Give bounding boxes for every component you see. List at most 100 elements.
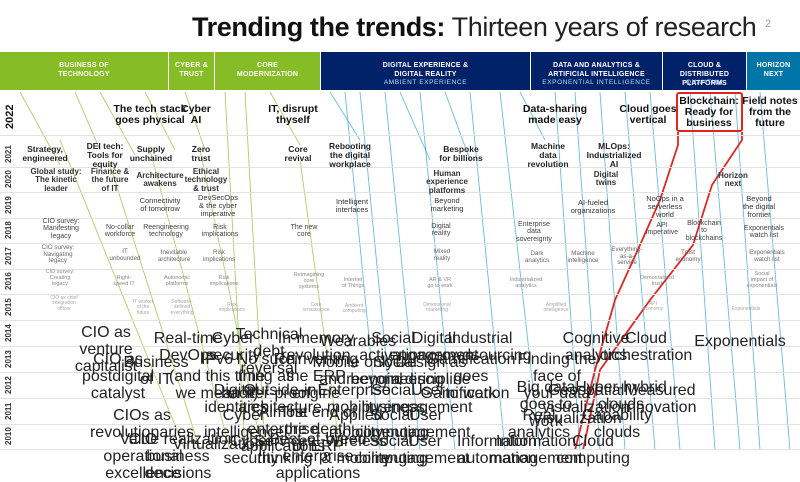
trend-label: CIO survey: Creating legacy (45, 269, 75, 287)
trend-label: Digital identities (204, 382, 268, 416)
trend-line-blue (734, 91, 761, 450)
trend-label: Machine data revolution (527, 141, 569, 169)
trend-label: IT worker of the future (132, 299, 154, 316)
year-label-2018: 2018 (4, 221, 13, 239)
trend-label: Industrialized analytics (509, 277, 543, 289)
page-number: 2 (765, 18, 772, 30)
trend-label: Social reengineering (346, 354, 444, 388)
row-divider (0, 398, 800, 399)
trend-label: Risk implications (201, 224, 239, 239)
trend-label: Social impact of exponentials (746, 271, 778, 289)
trend-label: Social activation (359, 330, 427, 364)
trend-label: Cloud computing (556, 433, 630, 467)
trend-label: Wearables (319, 333, 397, 350)
band-core: CORE MODERNIZATION (214, 52, 320, 90)
trend-label: Core renaissance (302, 302, 330, 314)
trend-line-blue (444, 91, 471, 161)
trend-line-green (184, 91, 206, 151)
row-divider (0, 320, 800, 321)
trend-label: Software-defined everything (170, 299, 194, 316)
trend-label: Zero trust (191, 144, 211, 163)
trend-label: Supply unchained (129, 144, 173, 163)
trend-line-blue (689, 91, 716, 450)
trend-line-blue (384, 91, 421, 450)
band-sub-dx: AMBIENT EXPERIENCE (383, 79, 468, 86)
row-divider (0, 167, 800, 168)
trend-label: AI-fueled organizations (570, 198, 616, 215)
row-divider (0, 269, 800, 270)
trend-label: Enterprise data sovereignty (516, 221, 552, 243)
trend-label: Real-time DevOps (153, 330, 223, 364)
row-divider (0, 372, 800, 373)
trend-label: IT unbounded (109, 248, 141, 262)
trend-label: Rebooting the digital workplace (328, 141, 372, 169)
trend-line-blue (759, 91, 791, 450)
year-label-2021: 2021 (4, 145, 13, 163)
year-label-2011: 2011 (4, 402, 13, 420)
year-label-2015: 2015 (4, 298, 13, 316)
trend-label: Bespoke for billions (439, 144, 483, 163)
trend-line-green (244, 91, 266, 450)
year-label-2016: 2016 (4, 272, 13, 290)
trend-label: CIO as chief integration officer (50, 295, 78, 312)
trend-label: DevSecOps & the cyber imperative (197, 193, 239, 218)
trend-label: Horizon next (718, 171, 748, 189)
trend-line-green (19, 91, 61, 166)
trend-label: DEI tech: Tools for equity (86, 141, 124, 169)
trend-line-blue (469, 91, 506, 450)
trend-line-blue (359, 91, 396, 450)
trend-label: Virtualization (172, 436, 264, 453)
trend-label: Internet of Things (341, 277, 365, 289)
trend-line-blue (519, 91, 546, 141)
trend-label: Reengineering technology (143, 224, 189, 239)
trend-label: IT, disrupt thyself (268, 103, 318, 127)
trend-label: The tech stack goes physical (113, 103, 187, 127)
trend-label: Measured innovation (623, 382, 697, 416)
trend-label: Autonomic platforms (164, 275, 190, 287)
row-divider (0, 346, 800, 347)
year-label-2019: 2019 (4, 196, 13, 214)
trend-line-blue (649, 91, 681, 450)
trend-label: Field notes from the future (742, 95, 798, 130)
trend-label: Human experience platforms (426, 169, 468, 195)
band-dx: DIGITAL EXPERIENCE & DIGITAL REALITY AMBIE… (320, 52, 530, 90)
row-divider (0, 135, 800, 136)
trend-label: Mobile only— and beyond (312, 354, 410, 388)
trend-label: Business of IT (123, 354, 189, 388)
trend-label: Ethical technology & trust (184, 167, 228, 193)
trend-line-green (109, 164, 201, 450)
trend-label: Ambient computing (342, 303, 366, 315)
trend-label: Design as a discipline (391, 354, 471, 388)
trend-label: API economy (642, 301, 664, 313)
trend-label: Cyber security (205, 330, 261, 364)
year-label-2020: 2020 (4, 170, 13, 188)
trend-label: Capability clouds (581, 407, 653, 441)
trend-line-green (149, 149, 231, 450)
trend-label: Architecture awakens (136, 171, 184, 189)
trend-label: Mixed reality (433, 248, 451, 262)
trend-label: Finance & the future of IT (90, 167, 130, 193)
trend-label: In-memory revolution (277, 330, 355, 364)
trend-label: Enterprise mobility (317, 382, 391, 416)
trend-label: Outside-in architecture (238, 382, 322, 416)
trend-label: Gamification (420, 385, 510, 402)
trend-label: Data-sharing made easy (522, 103, 588, 127)
trend-label: Exponentials watch list (749, 249, 785, 263)
trend-line-green (74, 91, 101, 151)
trend-line-blue (624, 91, 656, 450)
trend-line-green (144, 91, 176, 151)
trend-label: Visualization (532, 410, 622, 427)
trend-label: Gamification goes to work (426, 351, 516, 402)
trend-label: CIO as venture capitalist (74, 324, 138, 375)
trend-line-blue (499, 91, 541, 450)
trend-line-blue (419, 91, 456, 450)
trend-line-green (299, 159, 341, 450)
year-label-2013: 2013 (4, 350, 13, 368)
trend-label: Exponentials (694, 333, 786, 350)
row-divider (0, 243, 800, 244)
year-label-2010: 2010 (4, 427, 13, 445)
trend-label: IPv6 (and this time we mean it) (168, 351, 266, 402)
trend-label: Cloud orchestration (599, 330, 693, 364)
trend-line-blue (344, 91, 381, 450)
band-horizon: HORIZON NEXT (746, 52, 800, 90)
